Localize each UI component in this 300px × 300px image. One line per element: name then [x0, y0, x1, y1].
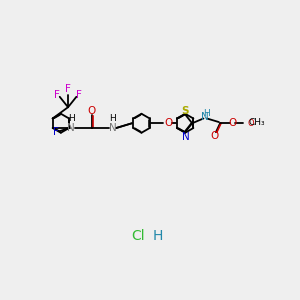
Text: F: F — [54, 90, 60, 100]
Text: N: N — [67, 123, 75, 133]
Text: N: N — [109, 123, 116, 133]
Text: N: N — [182, 132, 190, 142]
Text: S: S — [181, 106, 189, 116]
Text: H: H — [68, 114, 74, 123]
Text: H: H — [203, 109, 210, 118]
Text: H: H — [109, 114, 116, 123]
Text: Cl: Cl — [131, 229, 145, 243]
Text: CH₃: CH₃ — [248, 118, 265, 127]
Text: O: O — [164, 118, 172, 128]
Text: F: F — [65, 84, 71, 94]
Text: N: N — [201, 112, 208, 122]
Text: F: F — [76, 90, 82, 100]
Text: O: O — [88, 106, 96, 116]
Text: F: F — [53, 128, 58, 137]
Text: O: O — [210, 131, 218, 141]
Text: O: O — [247, 119, 254, 128]
Text: O: O — [228, 118, 237, 128]
Text: H: H — [152, 229, 163, 243]
